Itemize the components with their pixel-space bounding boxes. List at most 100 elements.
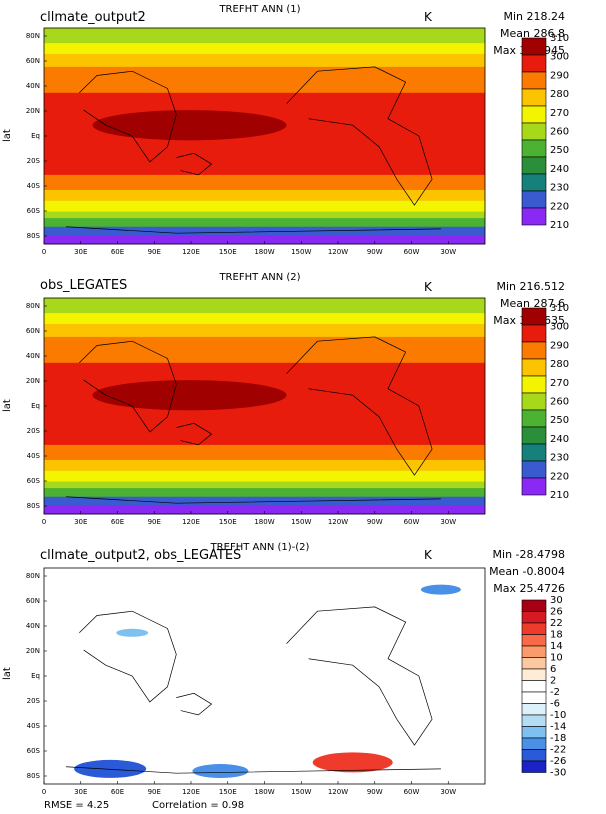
- colorbar-label: 220: [550, 471, 569, 482]
- contour-band: [44, 460, 485, 472]
- contour-band: [44, 488, 485, 498]
- colorbar-segment: [521, 324, 547, 343]
- colorbar-segment: [521, 392, 547, 411]
- lon-tick-label: 120E: [182, 518, 200, 526]
- panel-title: cllmate_output2, obs_LEGATES: [40, 548, 242, 563]
- colorbar-segment: [521, 122, 547, 141]
- colorbar-segment: [521, 426, 547, 445]
- lon-tick-label: 30E: [74, 518, 87, 526]
- lon-tick-label: 180W: [254, 788, 274, 796]
- colorbar-label: -6: [550, 699, 560, 710]
- colorbar-label: -10: [550, 710, 566, 721]
- colorbar-label: 310: [550, 303, 569, 314]
- colorbar-segment: [521, 54, 547, 73]
- lon-tick-label: 120W: [328, 248, 348, 256]
- colorbar-label: 270: [550, 378, 569, 389]
- colorbar-segment: [521, 477, 547, 496]
- colorbar-segment: [521, 375, 547, 394]
- colorbar-segment: [521, 207, 547, 226]
- panel-center-title: TREFHT ANN (1)-(2): [210, 542, 310, 553]
- colorbar-segment: [521, 634, 547, 647]
- lon-tick-label: 90E: [148, 788, 161, 796]
- lat-tick-label: 40S: [27, 182, 41, 190]
- colorbar-label: 230: [550, 183, 569, 194]
- colorbar-segment: [521, 622, 547, 635]
- contour-band: [44, 235, 485, 245]
- lat-tick-label: 40S: [27, 452, 41, 460]
- stat-mean: Mean -0.8004: [489, 565, 565, 578]
- lat-tick-label: 80S: [27, 232, 41, 240]
- colorbar-label: 250: [550, 145, 569, 156]
- rmse-label: RMSE = 4.25: [44, 800, 110, 811]
- lat-tick-label: 60S: [27, 747, 41, 755]
- lat-tick-label: 40S: [27, 722, 41, 730]
- lat-tick-label: 60N: [26, 597, 40, 605]
- lon-tick-label: 150E: [219, 788, 237, 796]
- lon-tick-label: 0: [42, 788, 46, 796]
- colorbar-label: 240: [550, 164, 569, 175]
- coastline-americas: [286, 66, 433, 206]
- anomaly-blob: [420, 584, 461, 595]
- contour-band: [44, 218, 485, 228]
- lon-tick-label: 30W: [440, 788, 456, 796]
- coastline-africa-asia: [79, 610, 177, 703]
- colorbar-segment: [521, 443, 547, 462]
- coastline-antarctica: [66, 766, 441, 774]
- contour-band: [44, 28, 485, 44]
- colorbar-label: -2: [550, 687, 560, 698]
- lon-tick-label: 30E: [74, 788, 87, 796]
- colorbar-label: 280: [550, 89, 569, 100]
- colorbar-segment: [521, 460, 547, 479]
- lon-tick-label: 60E: [111, 248, 124, 256]
- colorbar-label: 290: [550, 340, 569, 351]
- lat-tick-label: 60N: [26, 327, 40, 335]
- lon-tick-label: 180W: [254, 518, 274, 526]
- colorbar-label: 240: [550, 434, 569, 445]
- colorbar-label: 280: [550, 359, 569, 370]
- colorbar-label: 270: [550, 108, 569, 119]
- colorbar-label: 26: [550, 607, 563, 618]
- contour-band: [44, 200, 485, 213]
- colorbar-segment: [521, 105, 547, 124]
- coastline-americas: [286, 606, 433, 746]
- colorbar-label: 10: [550, 653, 563, 664]
- colorbar-segment: [521, 341, 547, 360]
- anomaly-blob: [116, 628, 149, 637]
- contour-band: [44, 298, 485, 314]
- colorbar-label: 210: [550, 490, 569, 501]
- lat-tick-label: 80N: [26, 32, 40, 40]
- colorbar-label: 310: [550, 33, 569, 44]
- lon-tick-label: 90E: [148, 518, 161, 526]
- colorbar-segment: [521, 88, 547, 107]
- contour-band: [44, 481, 485, 489]
- colorbar-label: 220: [550, 201, 569, 212]
- colorbar-label: 300: [550, 322, 569, 333]
- lon-tick-label: 150E: [219, 518, 237, 526]
- colorbar-label: 14: [550, 641, 563, 652]
- coastline-americas: [286, 336, 433, 476]
- colorbar-label: -14: [550, 722, 566, 733]
- colorbar-segment: [521, 71, 547, 90]
- lon-tick-label: 60W: [404, 788, 420, 796]
- lat-tick-label: 20S: [27, 157, 41, 165]
- colorbar-label: 210: [550, 220, 569, 231]
- contour-band: [44, 444, 485, 461]
- lon-tick-label: 60W: [404, 518, 420, 526]
- lon-tick-label: 120W: [328, 788, 348, 796]
- colorbar-segment: [521, 680, 547, 693]
- lat-tick-label: Eq: [31, 132, 40, 140]
- units-label: K: [424, 280, 432, 294]
- lon-tick-label: 30W: [440, 248, 456, 256]
- lon-tick-label: 90W: [367, 248, 383, 256]
- contour-band: [44, 66, 485, 94]
- colorbar-segment: [521, 139, 547, 158]
- lon-tick-label: 150W: [291, 788, 311, 796]
- colorbar-segment: [521, 156, 547, 175]
- stats-box: Min -28.4798 Mean -0.8004 Max 25.4726: [485, 546, 565, 597]
- lat-tick-label: 40N: [26, 622, 40, 630]
- lat-tick-label: 60S: [27, 477, 41, 485]
- colorbar-label: -22: [550, 745, 566, 756]
- lon-tick-label: 150W: [291, 518, 311, 526]
- colorbar-segment: [521, 599, 547, 612]
- lon-tick-label: 60W: [404, 248, 420, 256]
